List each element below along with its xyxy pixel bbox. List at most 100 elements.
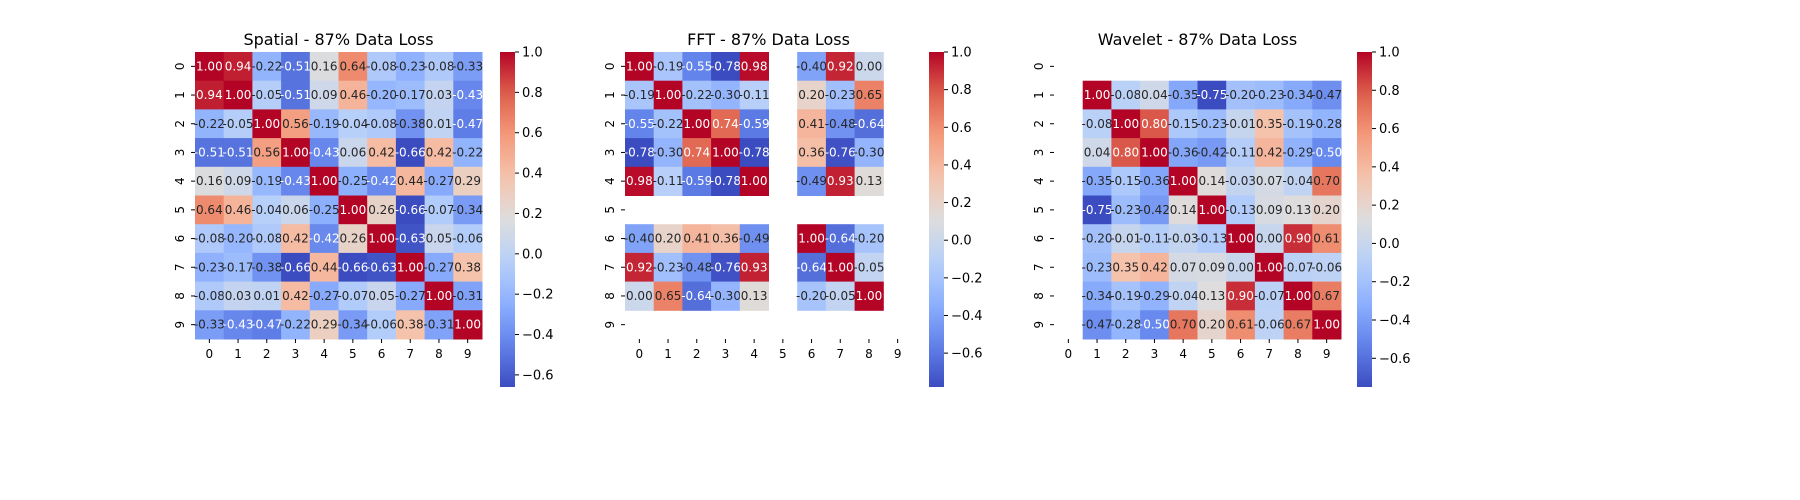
heatmap-cell [1312, 252, 1342, 283]
heatmap-cell [739, 252, 769, 283]
heatmap-cell [309, 109, 339, 139]
cell-value-label: -0.40 [796, 59, 827, 73]
heatmap-cell [1312, 166, 1342, 196]
heatmap-cell [1168, 281, 1198, 311]
heatmap-cell [367, 166, 397, 196]
cell-value-label: 0.29 [454, 174, 481, 188]
cell-value-label: -0.51 [280, 88, 311, 102]
heatmap-cell [195, 80, 225, 110]
heatmap-cell [711, 252, 741, 283]
heatmap-cell [1254, 281, 1285, 311]
heatmap-cell [1082, 138, 1112, 168]
heatmap-cell [739, 166, 769, 196]
cell-value-label: -0.05 [825, 289, 856, 303]
colorbar-tick-label: −0.4 [951, 309, 983, 324]
y-tick-label: 8 [1032, 292, 1046, 300]
cell-value-label: -0.22 [194, 117, 225, 131]
cell-value-label: 1.00 [196, 59, 223, 73]
cell-value-label: 1.00 [311, 174, 338, 188]
cell-value-label: -0.42 [366, 174, 397, 188]
cell-value-label: -0.38 [251, 260, 282, 274]
colorbar-tick-label: 0.2 [951, 196, 972, 211]
heatmap-cell [653, 80, 683, 110]
heatmap-cell [1140, 252, 1170, 283]
heatmap-cell [338, 281, 368, 311]
cell-value-label: -0.33 [452, 59, 483, 73]
cell-value-label: 1.00 [225, 88, 252, 102]
cell-value-label: -0.08 [1110, 88, 1141, 102]
colorbar-tick-label: 0.2 [522, 207, 543, 222]
heatmap-cell [711, 80, 741, 110]
cell-value-label: -0.07 [1254, 289, 1285, 303]
cell-value-label: 0.41 [683, 232, 710, 246]
heatmap-title: FFT - 87% Data Loss [687, 30, 850, 49]
heatmap-cell [1140, 195, 1170, 225]
heatmap-cell [195, 224, 225, 254]
heatmap-cell [854, 138, 884, 168]
cell-value-label: 0.65 [655, 289, 682, 303]
cell-value-label: 0.09 [311, 88, 338, 102]
heatmap-cell [252, 80, 282, 110]
y-tick-label: 4 [1032, 177, 1046, 185]
heatmap-cell [281, 310, 311, 340]
heatmap-cell [1082, 109, 1112, 139]
heatmap-cell [1197, 80, 1227, 110]
heatmap-cell [1254, 224, 1285, 254]
heatmap-cell [739, 138, 769, 168]
heatmap-cell [1111, 310, 1141, 340]
cell-value-label: -0.47 [452, 117, 483, 131]
heatmap-cell [424, 80, 454, 110]
cell-value-label: 0.92 [827, 59, 854, 73]
cell-value-label: -0.01 [1225, 117, 1256, 131]
cell-value-label: 0.38 [454, 260, 481, 274]
heatmap-cell [367, 138, 397, 168]
x-tick-label: 3 [1151, 347, 1159, 361]
heatmap-cell [682, 52, 712, 82]
colorbar-tick-label: 0.0 [951, 234, 972, 249]
heatmap-cell [1312, 224, 1342, 254]
y-tick-label: 4 [603, 177, 617, 185]
heatmap-cell [395, 224, 426, 254]
heatmap-cell [281, 109, 311, 139]
heatmap-cell [1168, 138, 1198, 168]
heatmap-cell [797, 109, 827, 139]
x-tick-label: 2 [693, 347, 701, 361]
y-tick-label: 1 [173, 91, 187, 99]
cell-value-label: 0.01 [426, 117, 453, 131]
heatmap-cell [195, 138, 225, 168]
cell-value-label: 0.20 [1313, 203, 1340, 217]
cell-value-label: -0.27 [309, 289, 340, 303]
heatmap-cell [1111, 109, 1141, 139]
heatmap-cell [625, 80, 655, 110]
cell-value-label: 0.04 [1141, 88, 1168, 102]
heatmap-cell [625, 224, 655, 254]
heatmap-cell [653, 109, 683, 139]
heatmap-cell [281, 80, 311, 110]
heatmap-cell [1226, 195, 1256, 225]
heatmap-cell [1140, 138, 1170, 168]
y-tick-label: 2 [1032, 120, 1046, 128]
heatmap-cell [281, 166, 311, 196]
heatmap-cell [1254, 166, 1285, 196]
cell-value-label: -0.23 [1082, 260, 1113, 274]
heatmap-cell [309, 252, 339, 283]
heatmap-cell [252, 224, 282, 254]
cell-value-label: 0.14 [1170, 203, 1197, 217]
cell-value-label: -0.23 [825, 88, 856, 102]
cell-value-label: -0.22 [681, 88, 712, 102]
heatmap-cell [711, 109, 741, 139]
cell-value-label: -0.07 [423, 203, 454, 217]
cell-value-label: 1.00 [397, 260, 424, 274]
cell-value-label: -0.49 [739, 232, 770, 246]
cell-value-label: 0.42 [368, 145, 395, 159]
heatmap-cell [625, 109, 655, 139]
heatmap-cell [424, 52, 454, 82]
cell-value-label: -0.20 [223, 232, 254, 246]
heatmap-cell [625, 52, 655, 82]
heatmap-cell [223, 281, 253, 311]
cell-value-label: -0.47 [1311, 88, 1342, 102]
cell-value-label: -0.30 [653, 145, 684, 159]
cell-value-label: 0.00 [856, 59, 883, 73]
x-tick-label: 7 [1265, 347, 1273, 361]
heatmap-cell [854, 252, 884, 283]
